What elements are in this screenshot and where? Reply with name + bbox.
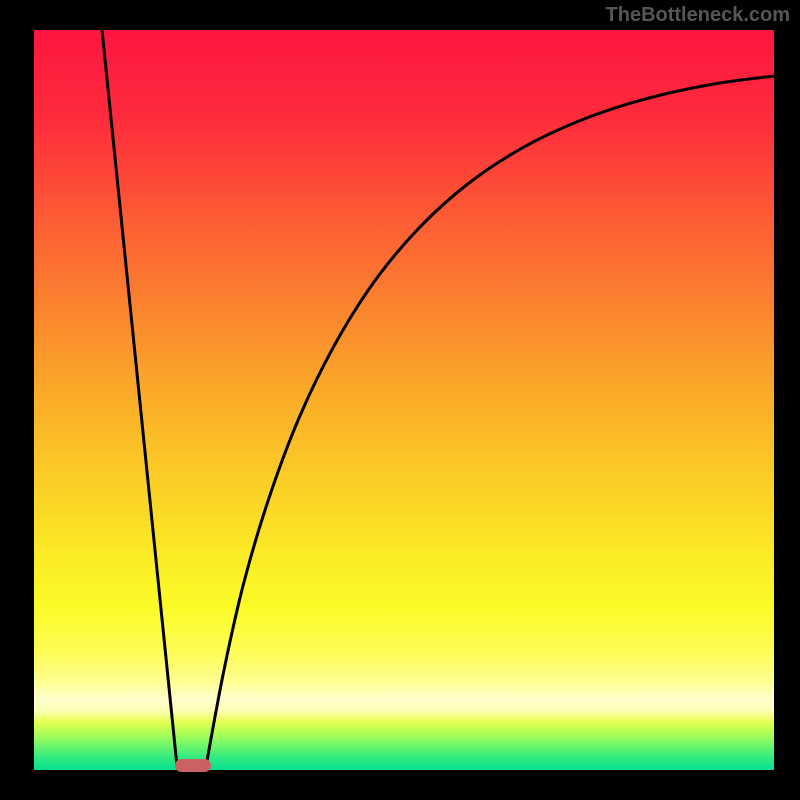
curve-left-branch — [102, 30, 177, 766]
watermark-text: TheBottleneck.com — [606, 4, 790, 27]
plot-area — [34, 30, 774, 770]
curve-right-branch — [206, 76, 774, 766]
chart-container: TheBottleneck.com — [0, 0, 800, 800]
optimum-marker — [175, 759, 211, 772]
bottleneck-curve — [34, 30, 774, 770]
